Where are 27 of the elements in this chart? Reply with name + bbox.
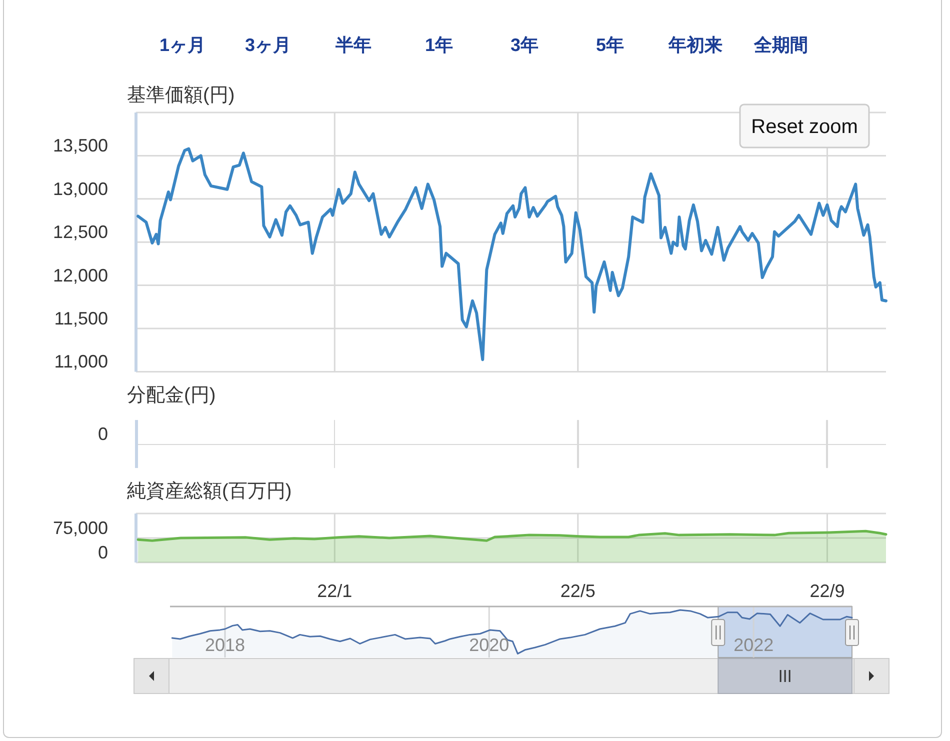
y-tick-label: 13,000 bbox=[52, 178, 108, 199]
x-tick-label: 22/5 bbox=[560, 581, 596, 601]
y-tick-label: 12,000 bbox=[52, 265, 108, 286]
chart-title: 純資産総額(百万円) bbox=[127, 480, 292, 502]
chart-title: 基準価額(円) bbox=[127, 85, 235, 106]
annotation: Reset zoom bbox=[751, 116, 858, 138]
y-tick-label: 11,000 bbox=[54, 352, 108, 372]
y-tick-label: 0 bbox=[98, 542, 108, 562]
text: 3ヶ月 bbox=[244, 35, 292, 55]
x-tick-label: 22/1 bbox=[317, 581, 352, 601]
y-tick-label: 75,000 bbox=[52, 518, 108, 538]
reset-zoom-button: Reset zoom bbox=[739, 104, 870, 148]
y-tick-label: 11,500 bbox=[54, 308, 108, 328]
text: 3年 bbox=[510, 35, 539, 55]
x-tick-label: 2020 bbox=[469, 635, 510, 655]
text: 分配金(円) bbox=[127, 385, 216, 406]
x-tick-label: 2022 bbox=[734, 635, 774, 655]
x-tick-label: 2018 bbox=[204, 635, 246, 655]
text: 1年 bbox=[424, 35, 454, 55]
y-tick-label: 12,500 bbox=[52, 222, 108, 242]
x-tick-label: 22/9 bbox=[810, 581, 845, 601]
text: 年初来 bbox=[668, 35, 722, 55]
y-tick-label: 13,500 bbox=[52, 136, 108, 156]
text: 1ヶ月 bbox=[159, 35, 206, 55]
text: 5年 bbox=[596, 35, 624, 55]
text: 全期間 bbox=[753, 35, 808, 55]
text: 半年 bbox=[334, 35, 372, 55]
